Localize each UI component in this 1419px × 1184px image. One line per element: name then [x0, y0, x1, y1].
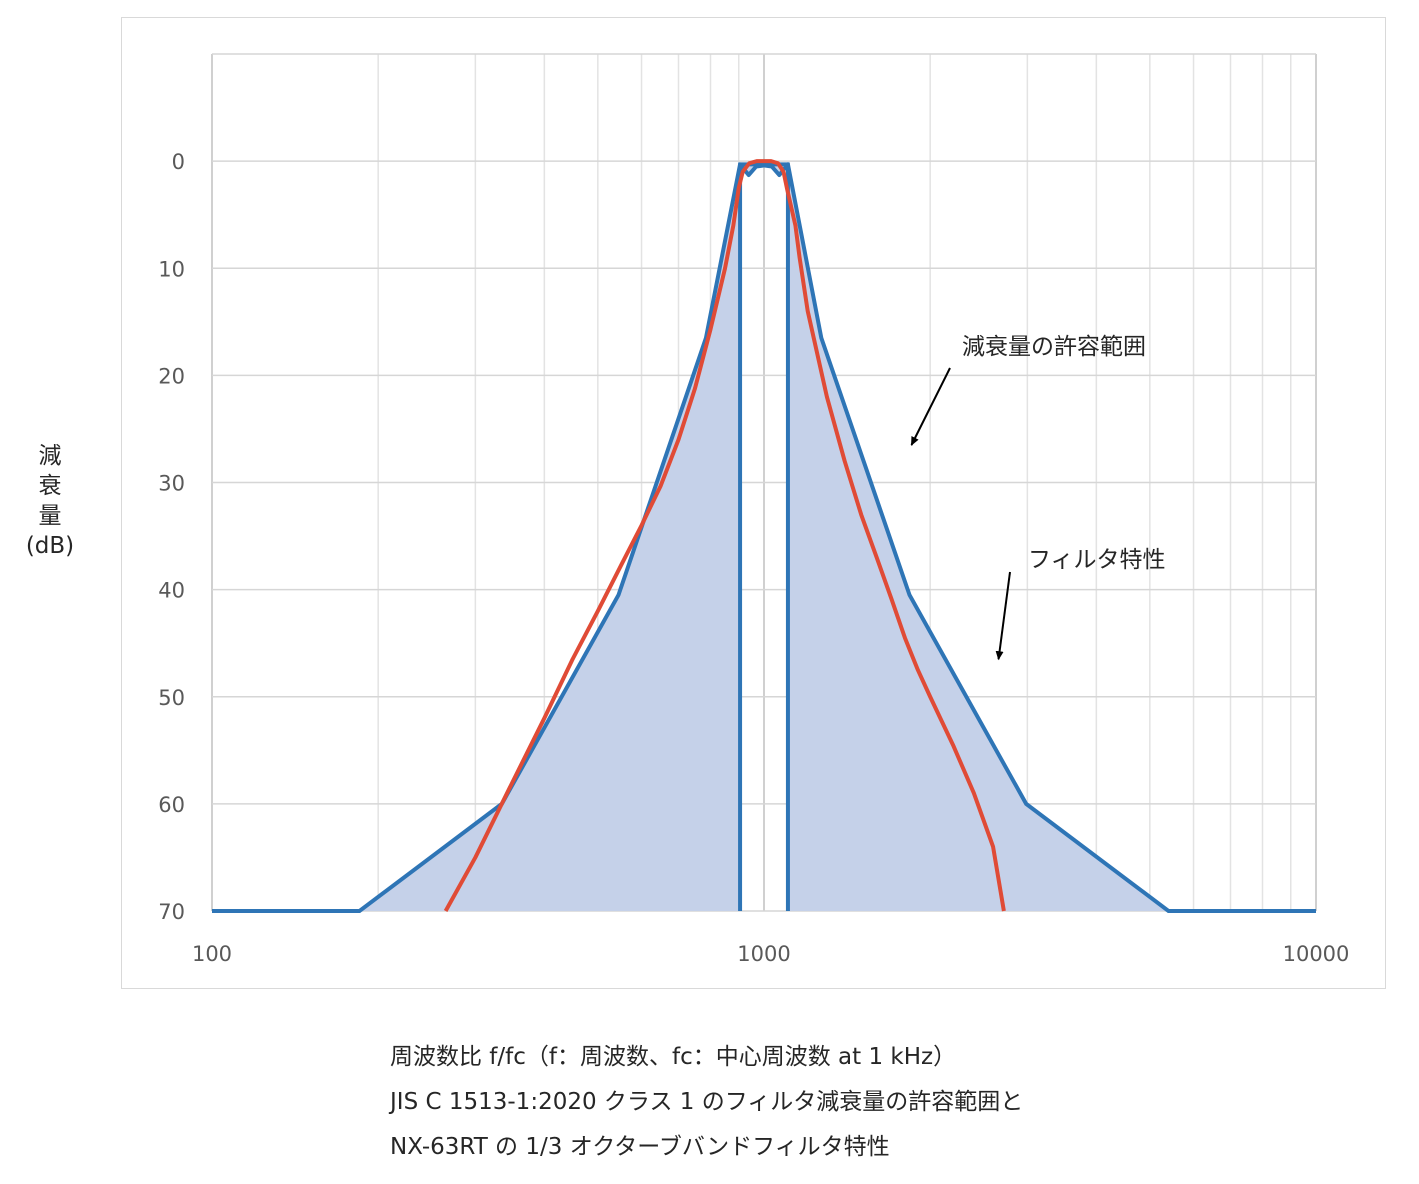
- series-layer: [212, 159, 1316, 913]
- y-tick-label: 20: [158, 364, 185, 388]
- y-axis-title-char: 衰: [38, 473, 62, 499]
- y-tick-label: 0: [172, 150, 185, 174]
- y-axis-title-char: 減: [38, 443, 62, 469]
- axis-labels: 100 1000 10000 0 10 20 30 40 50 60 70: [158, 150, 1349, 966]
- y-tick-label: 10: [158, 257, 185, 281]
- y-tick-label: 60: [158, 793, 185, 817]
- figure-caption: 周波数比 f/fc（f：周波数、fc：中心周波数 at 1 kHz） JIS C…: [390, 1035, 1023, 1170]
- x-tick-label: 1000: [737, 942, 790, 966]
- y-tick-label: 30: [158, 472, 185, 496]
- y-tick-label: 50: [158, 686, 185, 710]
- annotation-arrow: [910, 367, 951, 446]
- y-axis-title-char: 量: [38, 503, 62, 529]
- tolerance-inner-line: [738, 162, 790, 911]
- y-axis-title-unit: (dB): [25, 533, 75, 559]
- x-tick-label: 10000: [1283, 942, 1350, 966]
- attenuation-chart: 100 1000 10000 0 10 20 30 40 50 60 70 減衰量の許容範囲フィルタ…: [158, 53, 1349, 966]
- caption-line-3: NX-63RT の 1/3 オクターブバンドフィルタ特性: [390, 1134, 890, 1160]
- annotation-label: 減衰量の許容範囲: [962, 334, 1146, 360]
- caption-line-1: 周波数比 f/fc（f：周波数、fc：中心周波数 at 1 kHz）: [390, 1044, 957, 1070]
- annotation-arrow: [995, 571, 1011, 661]
- y-tick-label: 40: [158, 579, 185, 603]
- annotation-label: フィルタ特性: [1028, 547, 1166, 573]
- x-tick-label: 100: [192, 942, 232, 966]
- grid-lines: [211, 53, 1317, 912]
- caption-line-2: JIS C 1513-1:2020 クラス 1 のフィルタ減衰量の許容範囲と: [390, 1089, 1024, 1115]
- y-axis-title: 減 衰 量 (dB): [20, 441, 80, 561]
- chart-frame: [121, 17, 1386, 989]
- filter-curve: [443, 159, 1006, 912]
- y-tick-label: 70: [158, 900, 185, 924]
